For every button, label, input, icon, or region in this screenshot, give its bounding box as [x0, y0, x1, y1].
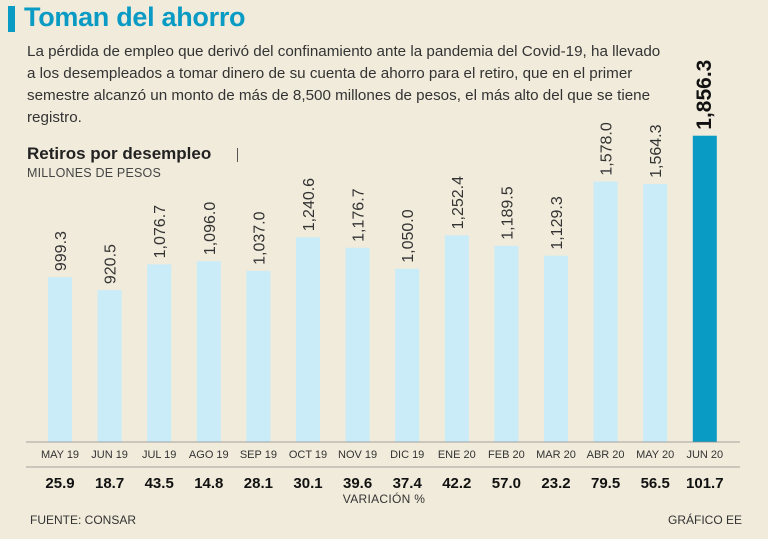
value-label: 920.5	[103, 244, 120, 284]
bar-dic-19	[395, 268, 420, 442]
category-label: FEB 20	[488, 449, 525, 461]
bar-mar-20	[544, 255, 568, 442]
bar-oct-19	[296, 237, 320, 442]
bar-jun-20	[692, 135, 717, 442]
category-label: MAY 19	[41, 449, 79, 461]
value-label: 1,050.0	[400, 209, 417, 262]
category-label: DIC 19	[390, 449, 424, 461]
value-label: 1,856.3	[693, 60, 716, 130]
source-note: FUENTE: CONSAR	[30, 513, 137, 527]
value-label: 1,578.0	[599, 122, 616, 175]
chart-units-label: MILLONES DE PESOS	[27, 166, 161, 180]
bar-may-19	[48, 277, 72, 442]
bar-jun-19	[97, 290, 122, 442]
category-label: JUN 20	[686, 449, 723, 461]
value-label: 1,037.0	[251, 211, 268, 264]
chart-title-divider	[237, 148, 238, 162]
value-label: 1,252.4	[450, 176, 467, 229]
chart-title: Retiros por desempleo	[27, 144, 212, 163]
category-label: NOV 19	[338, 449, 377, 461]
value-label: 1,564.3	[648, 124, 665, 177]
bar-ene-20	[444, 235, 469, 442]
value-label: 1,076.7	[152, 205, 169, 258]
category-label: JUL 19	[142, 449, 176, 461]
value-label: 1,129.3	[549, 196, 566, 249]
value-label: 999.3	[53, 231, 70, 271]
category-label: ABR 20	[587, 449, 625, 461]
variation-label: 43.5	[145, 475, 174, 492]
variation-label: 79.5	[591, 475, 620, 492]
variation-label: 56.5	[641, 475, 670, 492]
category-label: SEP 19	[240, 449, 277, 461]
bar-sep-19	[246, 270, 271, 442]
variation-label: 14.8	[194, 475, 223, 492]
graphic-credit: GRÁFICO EE	[667, 513, 742, 527]
value-label: 1,240.6	[301, 178, 318, 231]
bar-nov-19	[345, 247, 370, 442]
labels-layer: 999.3 MAY 19 25.9 920.5 JUN 19 18.7 1,076.7 JUL…	[41, 60, 724, 492]
bar-abr-20	[593, 181, 618, 442]
variation-label: 101.7	[686, 475, 724, 492]
page-title: Toman del ahorro	[24, 2, 246, 32]
variation-label: 42.2	[442, 475, 471, 492]
bar-feb-20	[494, 245, 519, 442]
variation-label: 18.7	[95, 475, 124, 492]
value-label: 1,189.5	[499, 186, 516, 239]
bar-ago-19	[196, 261, 221, 442]
category-label: ENE 20	[438, 449, 476, 461]
category-label: AGO 19	[189, 449, 229, 461]
intro-paragraph: La pérdida de empleo que derivó del conf…	[27, 43, 661, 126]
bars-layer	[48, 135, 717, 442]
bar-may-20	[643, 183, 668, 442]
bar-jul-19	[147, 264, 172, 442]
variation-axis-label: VARIACIÓN %	[342, 492, 426, 506]
variation-label: 25.9	[45, 475, 74, 492]
title-accent-bar	[8, 6, 15, 32]
value-label: 1,096.0	[202, 202, 219, 255]
variation-label: 39.6	[343, 475, 372, 492]
variation-label: 57.0	[492, 475, 521, 492]
category-label: MAY 20	[636, 449, 674, 461]
variation-label: 37.4	[393, 475, 423, 492]
category-label: OCT 19	[289, 449, 327, 461]
variation-label: 28.1	[244, 475, 273, 492]
variation-label: 30.1	[293, 475, 322, 492]
category-label: MAR 20	[536, 449, 576, 461]
category-label: JUN 19	[91, 449, 128, 461]
variation-label: 23.2	[541, 475, 570, 492]
value-label: 1,176.7	[351, 188, 368, 241]
